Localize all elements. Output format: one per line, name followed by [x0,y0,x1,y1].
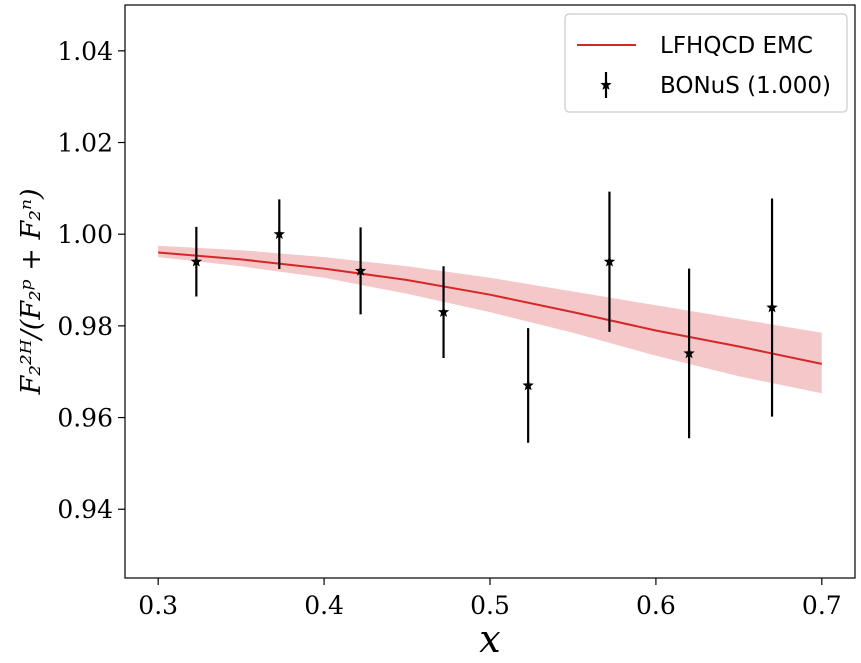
data-points [190,191,778,443]
data-point [273,228,285,240]
data-point [522,379,534,391]
data-point [603,255,616,267]
legend-model-label: LFHQCD EMC [660,33,813,59]
y-ticks: 0.94 0.96 0.98 1.00 1.02 1.04 [57,37,125,524]
model-line [158,251,823,365]
y-tick-label: 0.94 [57,495,113,524]
legend-data-label: BONuS (1.000) [660,73,831,99]
x-tick-label: 0.7 [802,591,842,620]
model-uncertainty-band [158,245,822,394]
plot-area [158,191,823,443]
legend-data-swatch [600,72,612,98]
y-tick-label: 1.04 [57,37,113,66]
data-point [683,347,695,359]
data-point [354,264,367,276]
y-axis-label: F₂²ᴴ/(F₂ᵖ + F₂ⁿ) [16,188,47,395]
legend-box [564,13,848,113]
x-axis-label: x [479,617,500,661]
x-ticks: 0.3 0.4 0.5 0.6 0.7 [138,578,842,620]
legend-star [600,79,612,90]
data-point [766,301,778,313]
y-tick-label: 0.98 [57,312,113,341]
x-tick-label: 0.3 [138,591,178,620]
y-tick-label: 1.02 [57,129,113,158]
y-tick-label: 1.00 [57,220,113,249]
x-tick-label: 0.4 [304,591,344,620]
axes: 0.3 0.4 0.5 0.6 0.7 0.94 0.96 0.98 1.00 1.02 1.04 [57,4,856,620]
data-point [437,306,450,317]
y-tick-label: 0.96 [57,404,113,433]
x-tick-label: 0.5 [470,591,510,620]
x-tick-label: 0.6 [636,591,676,620]
legend: LFHQCD EMC BONuS (1.000) [564,13,848,113]
data-point [190,255,203,267]
